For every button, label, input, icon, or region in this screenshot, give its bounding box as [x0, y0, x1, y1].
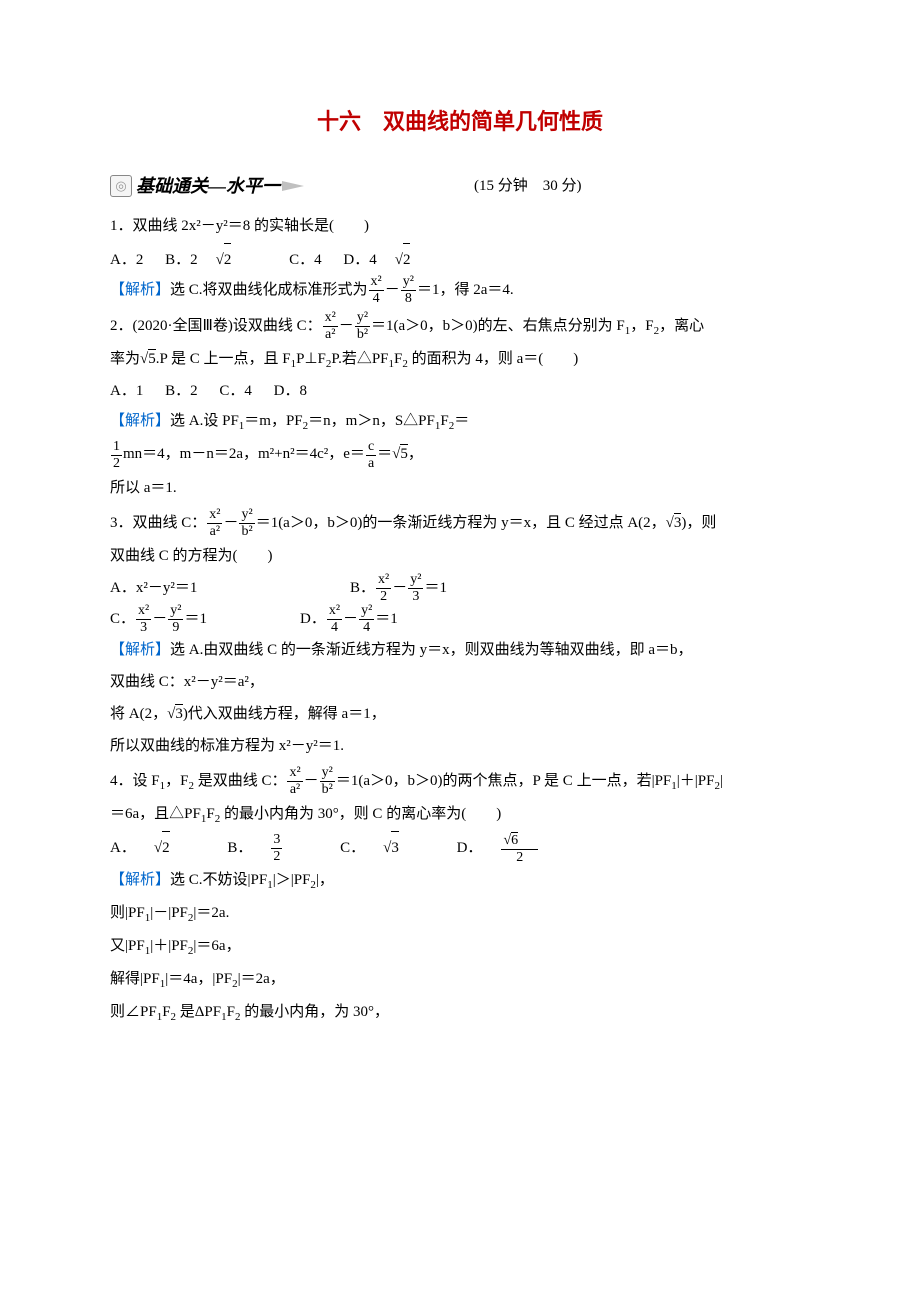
q2-option-d: D．8: [274, 376, 307, 406]
arrow-icon: [282, 181, 304, 191]
section-label-prefix: 基础通关: [136, 176, 208, 196]
q1-stem: 1．双曲线 2x²－y²＝8 的实轴长是( ): [110, 210, 810, 243]
problem-2: 2．(2020·全国Ⅲ卷)设双曲线 C：x²a²－y²b²＝1(a＞0，b＞0)…: [110, 310, 810, 502]
q4-option-a: A．√2: [110, 831, 206, 863]
fraction: x²4: [369, 275, 384, 306]
q1-option-c: C．4: [289, 245, 322, 275]
q4-option-d: D．√62: [457, 832, 575, 865]
target-icon: ◎: [110, 175, 132, 197]
q1-option-d: D．4√2: [343, 243, 446, 275]
section-label-suffix: —水平一: [208, 176, 280, 196]
q2-option-b: B．2: [165, 376, 198, 406]
q4-option-c: C．√3: [340, 831, 435, 863]
analysis-label: 【解析】: [110, 642, 170, 658]
q2-option-a: A．1: [110, 376, 143, 406]
fraction: y²8: [401, 275, 416, 306]
problem-4: 4．设 F1，F2 是双曲线 C：x²a²－y²b²＝1(a＞0，b＞0)的两个…: [110, 765, 810, 1028]
q3-options-row2: C．x²3－y²9＝1 D．x²4－y²4＝1: [110, 604, 810, 635]
q2-options: A．1 B．2 C．4 D．8: [110, 376, 810, 406]
section-header: ◎ 基础通关—水平一 (15 分钟 30 分): [110, 168, 810, 204]
analysis-label: 【解析】: [110, 282, 170, 298]
q4-options: A．√2 B．32 C．√3 D．√62: [110, 831, 810, 865]
analysis-label: 【解析】: [110, 872, 170, 888]
q3-stem: 3．双曲线 C：x²a²－y²b²＝1(a＞0，b＞0)的一条渐近线方程为 y＝…: [110, 507, 810, 540]
q1-analysis: 【解析】选 C.将双曲线化成标准形式为x²4－y²8＝1，得 2a＝4.: [110, 275, 810, 306]
q3-option-b: B．x²2－y²3＝1: [350, 573, 447, 604]
q3-option-d: D．x²4－y²4＝1: [300, 604, 398, 635]
q3-analysis: 【解析】选 A.由双曲线 C 的一条渐近线方程为 y＝x，则双曲线为等轴双曲线，…: [110, 635, 810, 665]
problem-3: 3．双曲线 C：x²a²－y²b²＝1(a＞0，b＞0)的一条渐近线方程为 y＝…: [110, 507, 810, 761]
q3-option-a: A．x²－y²＝1: [110, 573, 310, 604]
q2-stem: 2．(2020·全国Ⅲ卷)设双曲线 C：x²a²－y²b²＝1(a＞0，b＞0)…: [110, 310, 810, 343]
section-label: 基础通关—水平一: [136, 168, 280, 204]
q2-option-c: C．4: [219, 376, 252, 406]
page-title: 十六 双曲线的简单几何性质: [110, 100, 810, 144]
q2-analysis: 【解析】选 A.设 PF1＝m，PF2＝n，m＞n，S△PF1F2＝: [110, 406, 810, 437]
q4-stem: 4．设 F1，F2 是双曲线 C：x²a²－y²b²＝1(a＞0，b＞0)的两个…: [110, 765, 810, 798]
q1-option-a: A．2: [110, 245, 143, 275]
q4-analysis: 【解析】选 C.不妨设|PF1|＞|PF2|，: [110, 865, 810, 896]
analysis-label: 【解析】: [110, 413, 170, 429]
q1-option-b: B．2√2: [165, 243, 267, 275]
q3-options-row1: A．x²－y²＝1 B．x²2－y²3＝1: [110, 573, 810, 604]
problem-1: 1．双曲线 2x²－y²＝8 的实轴长是( ) A．2 B．2√2 C．4 D．…: [110, 210, 810, 306]
q4-option-b: B．32: [227, 833, 318, 864]
section-time: (15 分钟 30 分): [474, 171, 582, 201]
q3-option-c: C．x²3－y²9＝1: [110, 604, 260, 635]
q1-options: A．2 B．2√2 C．4 D．4√2: [110, 243, 810, 275]
